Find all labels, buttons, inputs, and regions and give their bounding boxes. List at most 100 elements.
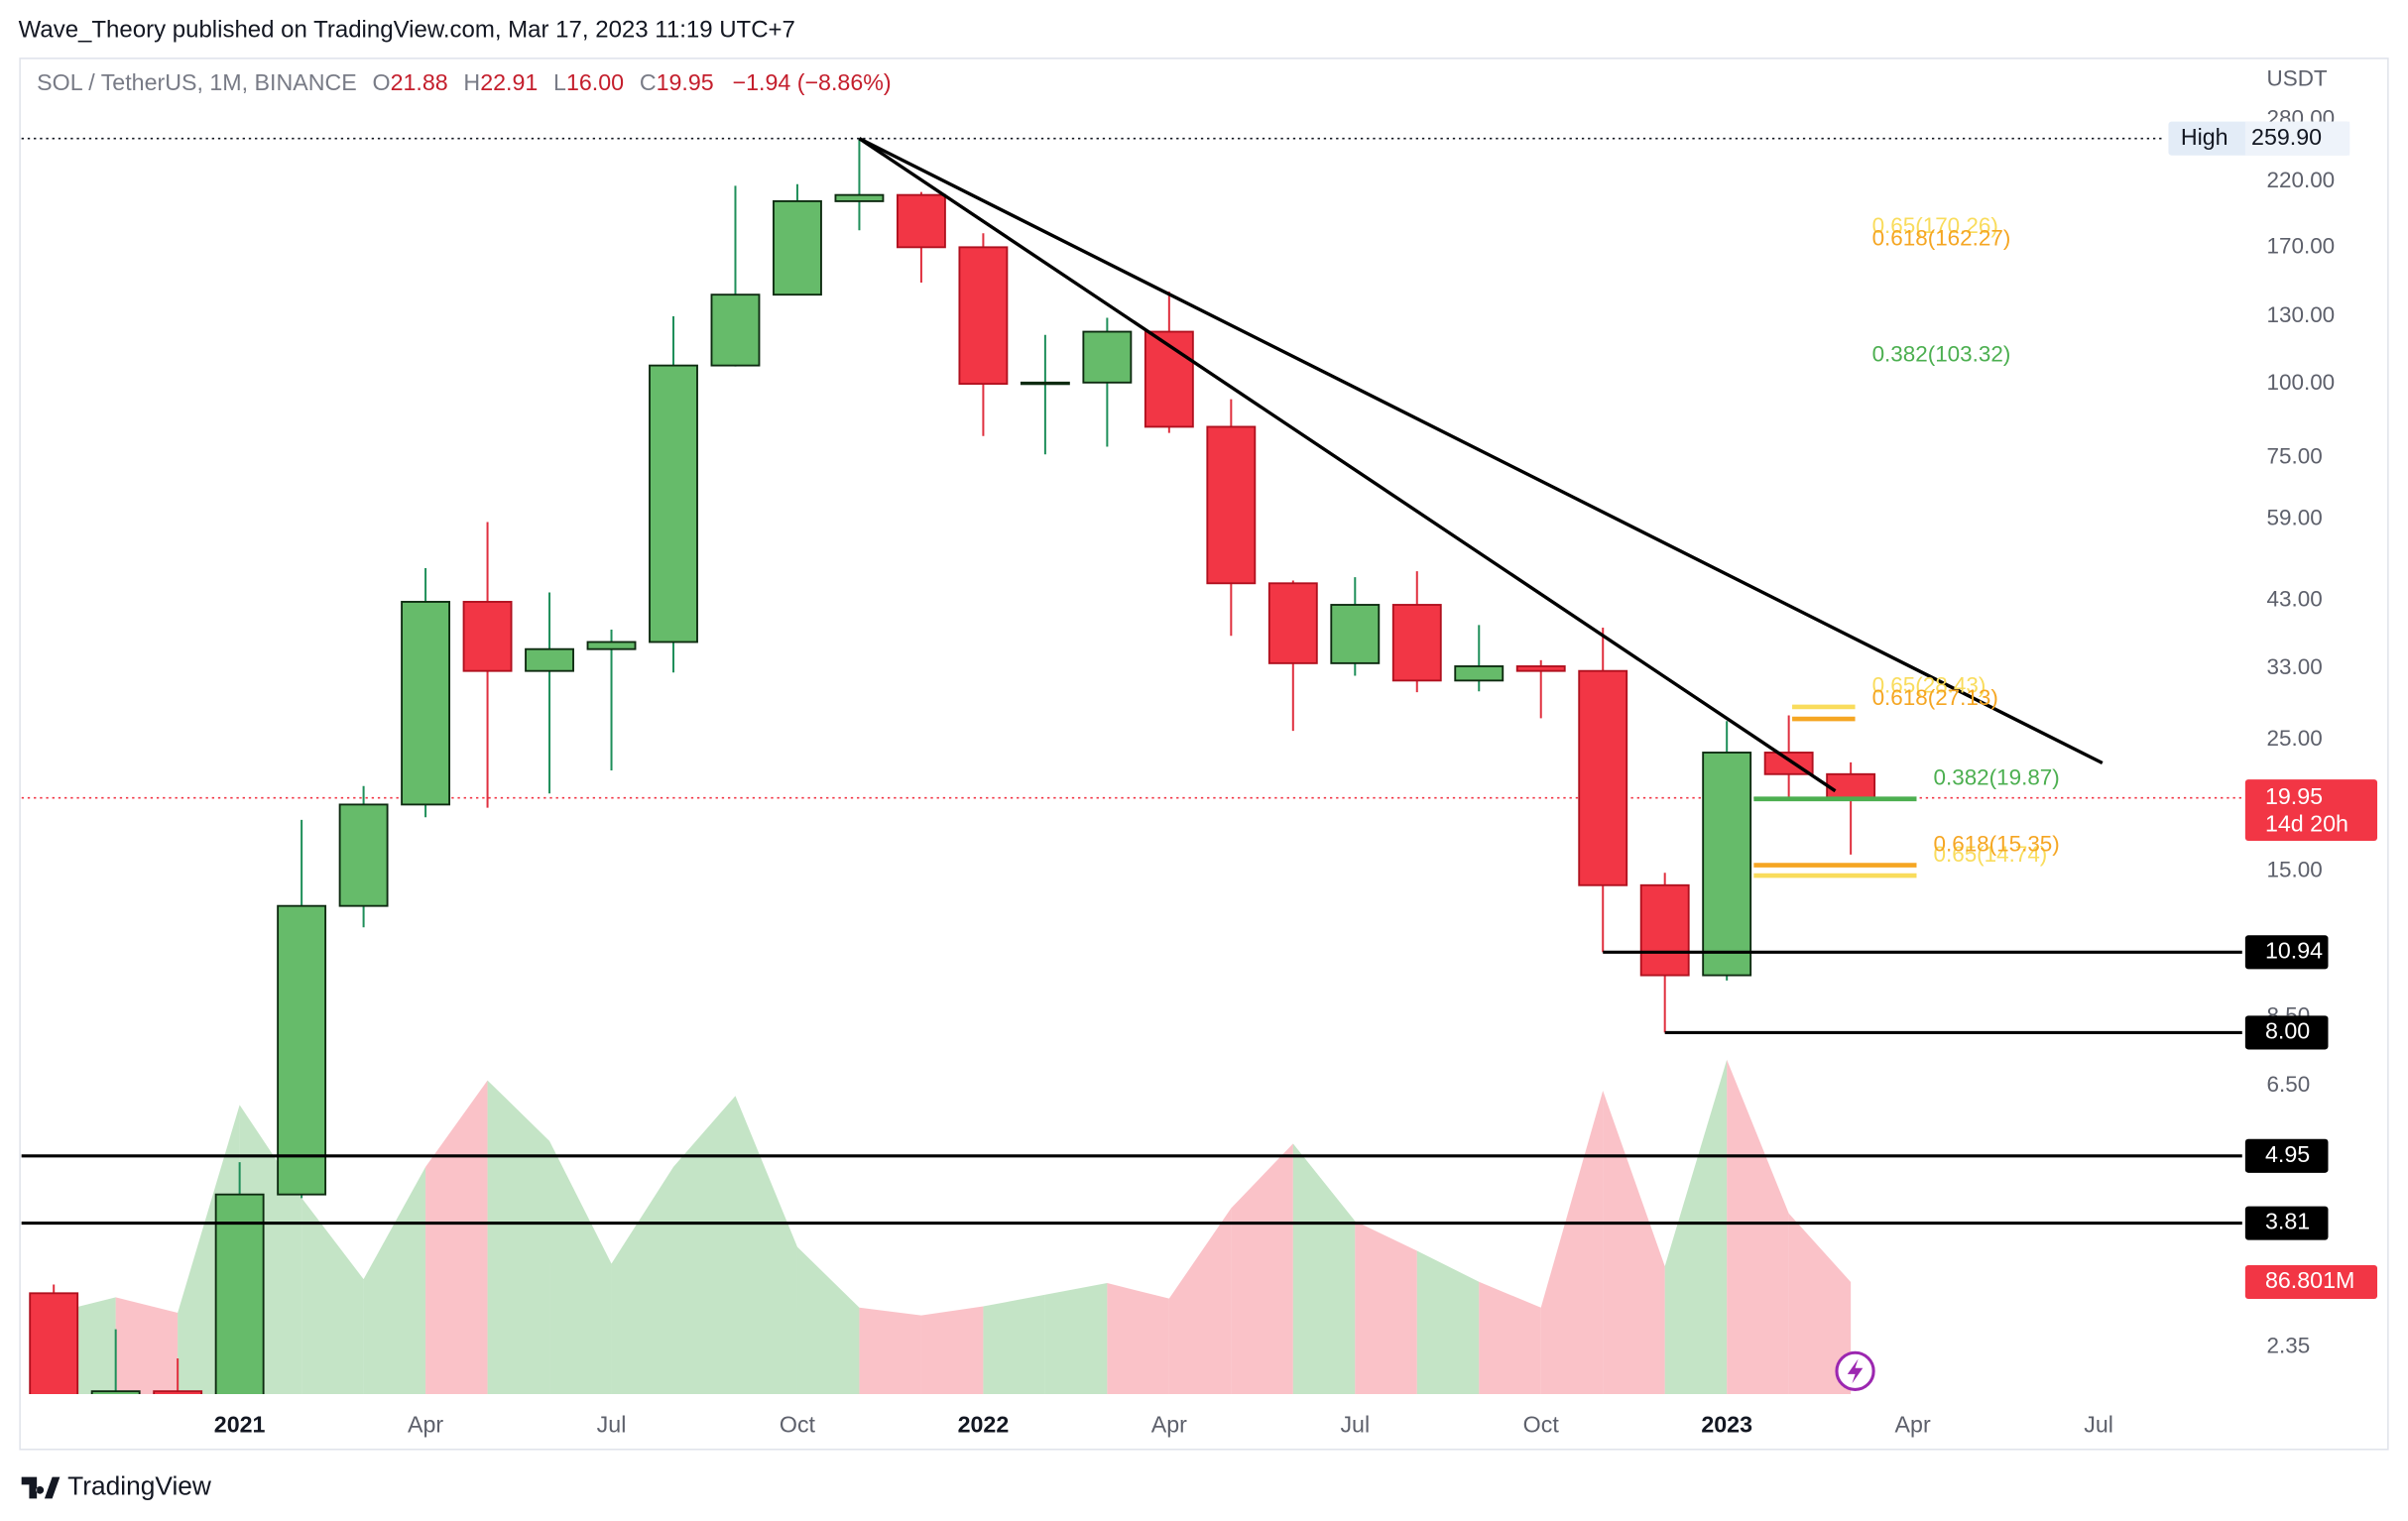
candle-body — [90, 1390, 141, 1395]
trend-line — [858, 137, 1837, 793]
page-title: Wave_Theory published on TradingView.com… — [19, 16, 795, 43]
candle-body — [1206, 425, 1257, 585]
level-label: 4.95 — [2265, 1141, 2310, 1167]
last-price-bg — [2244, 779, 2378, 842]
level-label-bg — [2244, 1015, 2329, 1050]
volume-area — [1664, 1059, 1728, 1395]
x-tick-label: Jul — [1340, 1412, 1370, 1438]
x-tick-label: Jul — [597, 1412, 627, 1438]
level-label-bg — [2244, 1138, 2329, 1173]
candle-body — [338, 803, 389, 907]
candle-body — [1454, 665, 1505, 682]
fib-label: 0.618(27.13) — [1872, 685, 1998, 710]
y-tick-label: 33.00 — [2267, 654, 2323, 679]
volume-area — [1044, 1283, 1108, 1395]
candle-body — [1391, 604, 1442, 682]
high-value: 259.90 — [2251, 124, 2322, 150]
candle-body — [462, 601, 513, 672]
x-tick-label: 2023 — [1701, 1412, 1752, 1438]
y-tick-label: 15.00 — [2267, 858, 2323, 882]
high-label: High — [2181, 124, 2228, 150]
volume-label: 86.801M — [2265, 1267, 2354, 1293]
x-tick-label: 2022 — [958, 1412, 1010, 1438]
countdown: 14d 20h — [2265, 811, 2348, 837]
y-tick-label: 130.00 — [2267, 302, 2336, 327]
y-tick-label: 25.00 — [2267, 726, 2323, 751]
volume-area — [735, 1096, 797, 1395]
x-tick-label: Apr — [1151, 1412, 1187, 1438]
candle-body — [896, 193, 946, 249]
legend-change: −1.94 (−8.86%) — [733, 69, 892, 95]
fib-label: 0.382(19.87) — [1934, 765, 2060, 790]
legend-value: 19.95 — [657, 69, 714, 95]
volume-area — [1107, 1283, 1169, 1395]
volume-area — [983, 1294, 1045, 1395]
last-price-value: 19.95 — [2265, 783, 2323, 809]
fib-label: 0.618(162.27) — [1872, 226, 2011, 251]
y-tick-label: 59.00 — [2267, 506, 2323, 530]
footer-logo: TradingView — [21, 1470, 212, 1500]
volume-area — [920, 1306, 984, 1395]
volume-area — [1292, 1143, 1356, 1395]
y-tick-label: 2.35 — [2267, 1334, 2311, 1358]
x-tick-label: 2021 — [214, 1412, 266, 1438]
candle-body — [1639, 883, 1690, 977]
currency-label: USDT — [2267, 66, 2328, 91]
volume-area — [1479, 1281, 1541, 1395]
candle-body — [1020, 381, 1070, 386]
candle-body — [29, 1292, 79, 1395]
legend-value: 22.91 — [480, 69, 538, 95]
candle-body — [1826, 772, 1876, 799]
legend-key: O — [373, 69, 391, 95]
legend-key: H — [463, 69, 480, 95]
fib-label: 0.65(170.26) — [1872, 213, 1998, 238]
x-tick-label: Apr — [408, 1412, 443, 1438]
y-tick-label: 43.00 — [2267, 587, 2323, 612]
icon-bolt — [1847, 1358, 1864, 1384]
volume-area — [1540, 1090, 1604, 1395]
fib-label: 0.65(14.74) — [1934, 842, 2048, 867]
candle-body — [525, 647, 574, 672]
legend-value: 21.88 — [391, 69, 448, 95]
replay-icon[interactable] — [1835, 1350, 1875, 1391]
overlay: 280.00220.00170.00130.00100.0075.0059.00… — [21, 105, 2378, 1438]
y-tick-label: 170.00 — [2267, 234, 2336, 259]
x-tick-label: Oct — [1523, 1412, 1560, 1438]
volume-area — [1788, 1213, 1852, 1395]
candle-body — [773, 199, 822, 296]
volume-area — [1168, 1208, 1232, 1395]
y-tick-label: 6.50 — [2267, 1072, 2311, 1097]
y-tick-label: 100.00 — [2267, 370, 2336, 395]
x-tick-label: Jul — [2084, 1412, 2113, 1438]
fib-label: 0.618(15.35) — [1934, 831, 2060, 856]
x-tick-label: Oct — [780, 1412, 816, 1438]
volume-area — [301, 1198, 364, 1395]
level-label: 8.00 — [2265, 1018, 2310, 1044]
volume-area — [115, 1297, 179, 1395]
fib-label: 0.382(103.32) — [1872, 341, 2011, 366]
fib-label: 0.65(28.43) — [1872, 673, 1987, 698]
candle-body — [214, 1193, 265, 1395]
candle-body — [1082, 330, 1133, 384]
legend-value: 16.00 — [566, 69, 624, 95]
high-value-bg — [2244, 121, 2350, 156]
level-label-bg — [2244, 1206, 2329, 1240]
symbol: SOL / TetherUS, 1M, BINANCE — [37, 69, 357, 95]
legend-key: C — [640, 69, 657, 95]
level-label: 10.94 — [2265, 937, 2323, 963]
candle-body — [1330, 604, 1381, 664]
level-label-bg — [2244, 935, 2329, 970]
candle-body — [1702, 752, 1752, 977]
volume-area — [859, 1307, 921, 1395]
candle-body — [1515, 665, 1566, 672]
y-tick-label: 220.00 — [2267, 168, 2336, 192]
candle-body — [649, 364, 698, 644]
trend-line — [858, 137, 2104, 765]
y-tick-label: 75.00 — [2267, 444, 2323, 469]
volume-area — [796, 1246, 860, 1395]
candle-body — [958, 246, 1009, 386]
footer-text: TradingView — [67, 1470, 212, 1500]
